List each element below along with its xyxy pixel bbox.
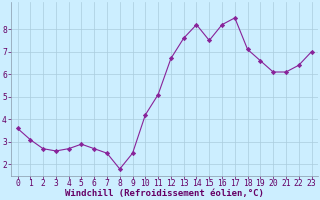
X-axis label: Windchill (Refroidissement éolien,°C): Windchill (Refroidissement éolien,°C) [65, 189, 264, 198]
